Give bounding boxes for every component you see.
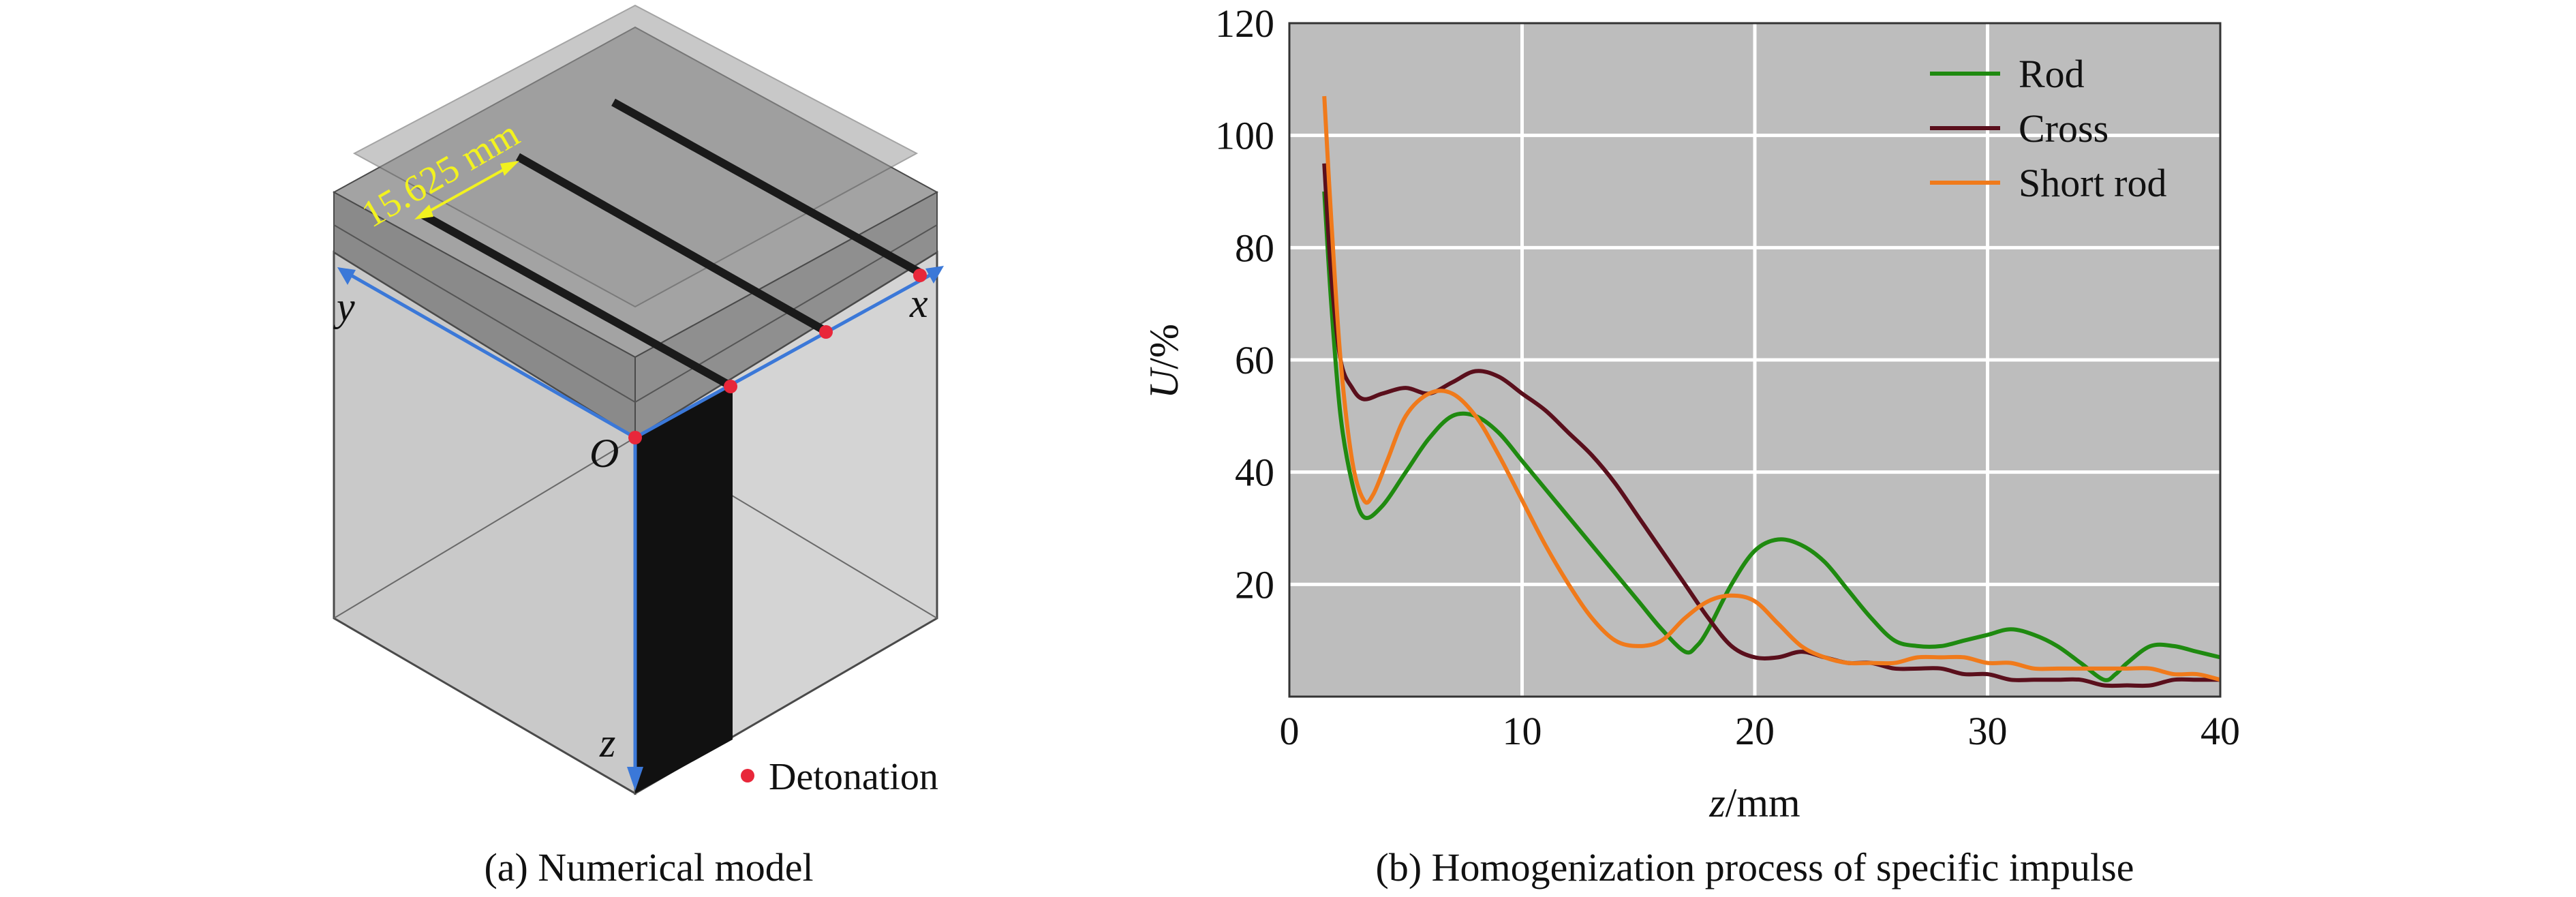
y-axis-title-unit: /% (1141, 324, 1186, 369)
detonation-point (819, 325, 833, 339)
x-axis-line (634, 269, 938, 440)
series-line-cross (1322, 163, 2220, 688)
cube-hidden-edge (333, 437, 636, 619)
numerical-model-panel: 15.625 mm y x O z Detonation (a) Numeric… (332, 4, 944, 890)
detonation-legend-dot (741, 769, 754, 782)
series-line-short-rod (1322, 95, 2221, 682)
detonation-point (724, 380, 737, 393)
dimension-arrowhead (500, 161, 519, 176)
rod-charge (420, 211, 731, 389)
detonation-legend-label: Detonation (769, 756, 938, 798)
x-tick-label: 20 (1735, 709, 1775, 753)
legend-label-cross: Cross (2019, 106, 2109, 151)
y-tick-label: 60 (1235, 338, 1274, 382)
axis-x-label: x (909, 281, 928, 326)
axis-z-label: z (599, 720, 615, 765)
slab-inner-edge (333, 224, 636, 403)
dimension-arrowhead (414, 204, 433, 219)
rod-charge (611, 98, 922, 277)
x-tick-label: 40 (2201, 709, 2240, 753)
plot-frame (1288, 22, 2222, 698)
y-tick-label: 120 (1215, 1, 1274, 46)
top-plate (352, 4, 919, 308)
x-tick-label: 30 (1968, 709, 2008, 753)
y-tick-label: 80 (1235, 226, 1274, 270)
y-axis-line (343, 269, 637, 440)
y-axis-title-var: U (1141, 367, 1186, 399)
homogenization-chart-panel: 0 10 20 30 40 20 40 60 80 100 120 Rod Cross Short ro… (1141, 1, 2240, 890)
panel-a-caption: (a) Numerical model (484, 845, 813, 890)
legend: Rod Cross Short rod (1930, 52, 2167, 205)
series-line-rod (1322, 191, 2221, 682)
legend-label-rod: Rod (2019, 52, 2085, 96)
grid (1289, 23, 2220, 697)
tick-labels: 0 10 20 30 40 20 40 60 80 100 120 (1215, 1, 2240, 753)
x-tick-label: 0 (1280, 709, 1300, 753)
detonation-point (913, 269, 927, 282)
rod-charge (516, 153, 827, 335)
origin-label: O (589, 431, 619, 476)
y-tick-label: 100 (1215, 114, 1274, 158)
detonation-point (628, 431, 642, 444)
z-axis-arrow (627, 767, 643, 791)
y-tick-label: 40 (1235, 451, 1274, 495)
x-axis-title-var: z (1708, 780, 1725, 825)
x-tick-label: 10 (1503, 709, 1542, 753)
dimension-arrow (418, 162, 515, 218)
x-axis-title: z/mm (1708, 780, 1800, 825)
y-axis-title: U/% (1141, 324, 1186, 399)
x-axis-arrow (925, 266, 944, 284)
legend-label-short-rod: Short rod (2019, 161, 2167, 205)
y-axis-arrow (337, 267, 356, 285)
vertical-charge (635, 385, 733, 793)
series-layer (1322, 95, 2221, 688)
axis-y-label: y (333, 284, 355, 329)
x-axis-title-unit: /mm (1726, 780, 1800, 825)
y-tick-label: 20 (1235, 562, 1274, 607)
panel-b-caption: (b) Homogenization process of specific i… (1376, 845, 2134, 890)
